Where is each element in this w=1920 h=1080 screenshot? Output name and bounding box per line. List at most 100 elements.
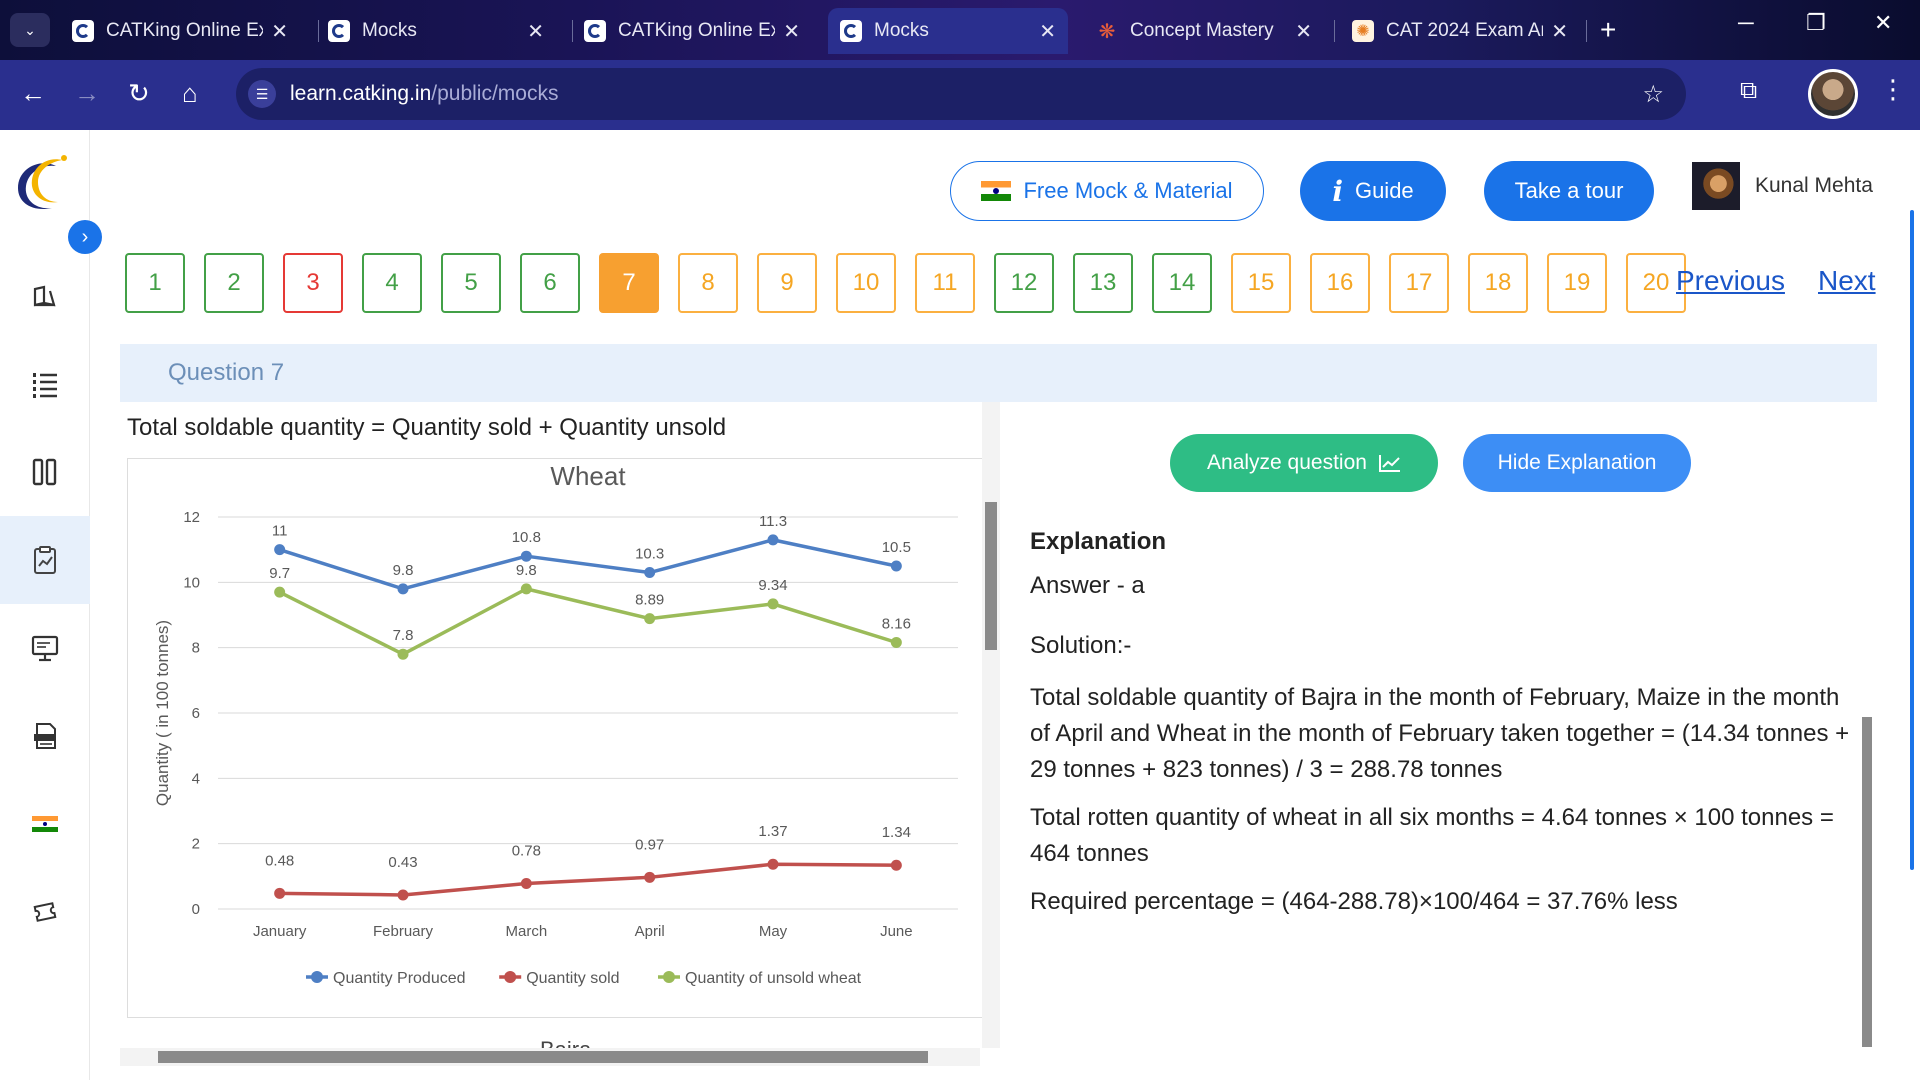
question-number-6[interactable]: 6 xyxy=(520,253,580,313)
question-number-5[interactable]: 5 xyxy=(441,253,501,313)
question-number-10[interactable]: 10 xyxy=(836,253,896,313)
explanation-scrollbar[interactable] xyxy=(1857,402,1877,1067)
data-label: 1.34 xyxy=(882,824,911,841)
data-point xyxy=(767,598,779,610)
analyze-label: Analyze question xyxy=(1207,451,1367,474)
back-arrow-icon[interactable]: ← xyxy=(20,78,46,108)
question-number-15[interactable]: 15 xyxy=(1231,253,1291,313)
data-point xyxy=(767,858,779,870)
page-scroll-indicator xyxy=(1910,210,1914,870)
question-number-12[interactable]: 12 xyxy=(994,253,1054,313)
question-vertical-scrollbar[interactable] xyxy=(982,402,1000,1048)
close-icon[interactable]: ✕ xyxy=(783,20,800,43)
extensions-puzzle-icon[interactable]: ⧉ xyxy=(1740,77,1758,104)
hide-explanation-button[interactable]: Hide Explanation xyxy=(1463,434,1691,492)
sidebar-item-ticket[interactable] xyxy=(0,868,90,956)
question-number-2[interactable]: 2 xyxy=(204,253,264,313)
minimize-icon[interactable]: ─ xyxy=(1738,10,1754,35)
guide-button[interactable]: i Guide xyxy=(1300,161,1446,221)
sidebar-item-live[interactable] xyxy=(0,604,90,692)
tab-title: Mocks xyxy=(874,20,929,41)
reload-icon[interactable]: ↻ xyxy=(128,78,150,108)
sidebar-item-ebook[interactable] xyxy=(0,692,90,780)
address-bar[interactable]: ☰ learn.catking.in/public/mocks ☆ xyxy=(236,68,1686,120)
take-tour-button[interactable]: Take a tour xyxy=(1484,161,1654,221)
question-number-17[interactable]: 17 xyxy=(1389,253,1449,313)
question-number-13[interactable]: 13 xyxy=(1073,253,1133,313)
home-icon[interactable]: ⌂ xyxy=(182,78,198,108)
question-number-11[interactable]: 11 xyxy=(915,253,975,313)
solution-paragraph: Required percentage = (464-288.78)×100/4… xyxy=(1030,888,1678,915)
question-number-3[interactable]: 3 xyxy=(283,253,343,313)
scrollbar-thumb[interactable] xyxy=(158,1051,928,1063)
question-number-18[interactable]: 18 xyxy=(1468,253,1528,313)
tab-2[interactable]: Mocks ✕ xyxy=(316,8,556,54)
tab-6[interactable]: ✺ CAT 2024 Exam An ✕ xyxy=(1340,8,1580,54)
question-number-8[interactable]: 8 xyxy=(678,253,738,313)
solution-paragraph: Total rotten quantity of wheat in all si… xyxy=(1030,804,1834,867)
restore-icon[interactable]: ❐ xyxy=(1806,10,1826,35)
close-icon[interactable]: ✕ xyxy=(1039,20,1056,43)
next-link[interactable]: Next xyxy=(1818,265,1876,296)
question-number-9[interactable]: 9 xyxy=(757,253,817,313)
close-icon[interactable]: ✕ xyxy=(527,20,544,43)
sidebar-item-list[interactable] xyxy=(0,340,90,428)
sidebar-item-courses[interactable] xyxy=(0,252,90,340)
kebab-menu-icon[interactable]: ⋮ xyxy=(1880,74,1906,104)
explanation-pane: Analyze question Hide Explanation Explan… xyxy=(1000,402,1877,1067)
close-icon[interactable]: ✕ xyxy=(271,20,288,43)
bookmark-star-icon[interactable]: ☆ xyxy=(1642,81,1664,108)
list-icon xyxy=(33,373,57,398)
tab-title: CAT 2024 Exam An xyxy=(1386,20,1544,41)
question-number-4[interactable]: 4 xyxy=(362,253,422,313)
data-label: 9.7 xyxy=(269,565,290,582)
tab-1[interactable]: CATKing Online Ex ✕ xyxy=(60,8,300,54)
user-name[interactable]: Kunal Mehta xyxy=(1755,174,1873,197)
tab-5[interactable]: ❋ Concept Mastery ✕ xyxy=(1084,8,1324,54)
data-label: 0.43 xyxy=(388,854,417,871)
close-icon[interactable]: ✕ xyxy=(1551,20,1568,43)
legend-label: Quantity Produced xyxy=(333,970,466,987)
tab-search-button[interactable]: ⌄ xyxy=(10,13,50,47)
question-horizontal-scrollbar[interactable] xyxy=(120,1048,980,1066)
catking-logo[interactable] xyxy=(12,152,72,216)
browser-toolbar: ← → ↻ ⌂ ☰ learn.catking.in/public/mocks … xyxy=(0,60,1920,130)
url-text[interactable]: learn.catking.in/public/mocks xyxy=(290,82,558,106)
new-tab-plus-icon[interactable]: + xyxy=(1600,14,1617,45)
y-tick-label: 8 xyxy=(192,640,200,657)
close-icon[interactable]: ✕ xyxy=(1295,20,1312,43)
user-avatar[interactable] xyxy=(1692,162,1740,210)
scrollbar-thumb[interactable] xyxy=(1862,717,1872,1047)
profile-avatar[interactable] xyxy=(1808,69,1858,119)
legend-marker xyxy=(663,971,675,983)
free-mock-material-button[interactable]: Free Mock & Material xyxy=(950,161,1264,221)
sidebar-item-india[interactable] xyxy=(0,780,90,868)
question-number-16[interactable]: 16 xyxy=(1310,253,1370,313)
solution-label: Solution:- xyxy=(1030,632,1132,659)
x-tick-label: June xyxy=(880,923,913,940)
analyze-question-button[interactable]: Analyze question xyxy=(1170,434,1438,492)
close-window-icon[interactable]: ✕ xyxy=(1874,10,1893,35)
question-number-7[interactable]: 7 xyxy=(599,253,659,313)
sidebar-expand-chevron-icon[interactable]: › xyxy=(68,220,102,254)
page-content: › Free Mock & Material i Guide Take a tou… xyxy=(0,130,1920,1080)
legend-marker xyxy=(311,971,323,983)
sidebar-item-columns[interactable] xyxy=(0,428,90,516)
site-settings-icon[interactable]: ☰ xyxy=(248,80,276,108)
y-tick-label: 0 xyxy=(192,901,200,918)
series-line-1 xyxy=(279,862,897,897)
question-number-19[interactable]: 19 xyxy=(1547,253,1607,313)
previous-link[interactable]: Previous xyxy=(1676,265,1785,296)
scrollbar-thumb[interactable] xyxy=(985,502,997,650)
tab-4-active[interactable]: Mocks ✕ xyxy=(828,8,1068,54)
question-title: Question 7 xyxy=(168,359,285,386)
tab-3[interactable]: CATKing Online Ex ✕ xyxy=(572,8,812,54)
y-tick-label: 12 xyxy=(183,509,200,526)
question-number-14[interactable]: 14 xyxy=(1152,253,1212,313)
tab-title: Concept Mastery xyxy=(1130,20,1274,41)
tab-separator xyxy=(1586,20,1587,42)
question-number-20[interactable]: 20 xyxy=(1626,253,1686,313)
question-number-1[interactable]: 1 xyxy=(125,253,185,313)
sidebar-item-mocks[interactable] xyxy=(0,516,90,604)
forward-arrow-icon[interactable]: → xyxy=(74,78,100,108)
